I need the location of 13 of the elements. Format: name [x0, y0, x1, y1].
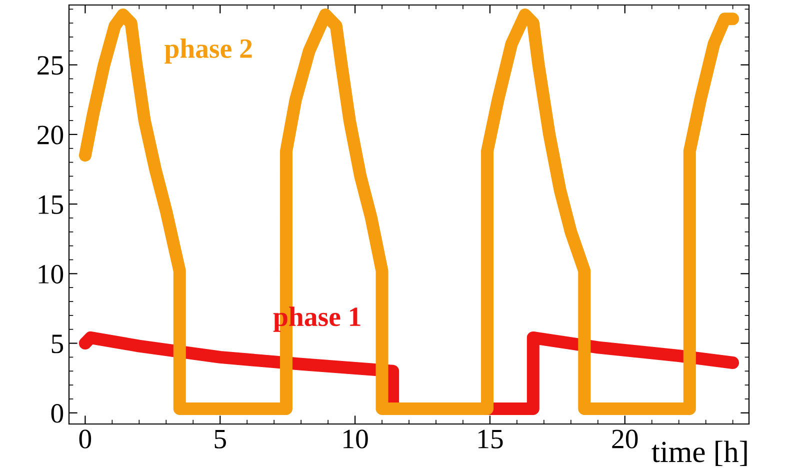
x-tick-label: 15	[478, 430, 503, 448]
y-tick-label: 15	[38, 195, 64, 214]
x-axis-title: time [h]	[652, 440, 747, 466]
x-tick-label: 10	[344, 430, 368, 448]
y-tick-label: 10	[38, 264, 64, 284]
x-tick-label: 0	[79, 430, 92, 448]
y-tick-label: 0	[51, 404, 64, 423]
y-tick-label: 25	[38, 56, 64, 75]
y-tick-label: 20	[38, 126, 64, 144]
y-tick-label: 5	[52, 334, 64, 354]
x-tick-label: 5	[214, 430, 226, 448]
series-label: phase 2	[164, 38, 252, 64]
x-tick-label: 20	[612, 430, 638, 448]
